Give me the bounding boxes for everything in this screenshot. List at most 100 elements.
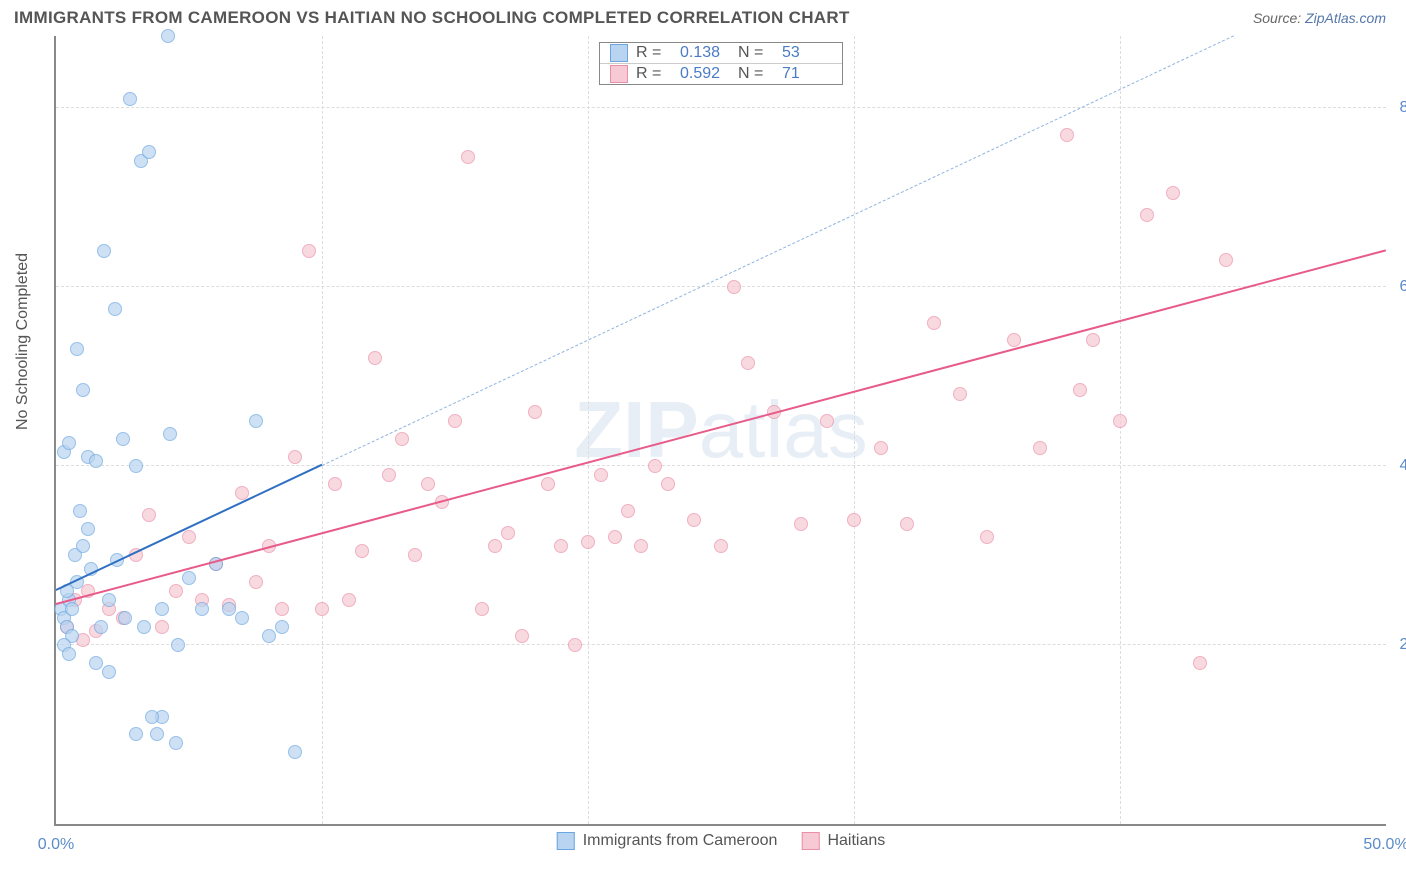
scatter-point-cameroon bbox=[169, 736, 183, 750]
scatter-point-cameroon bbox=[116, 432, 130, 446]
n-value-haitians: 71 bbox=[782, 65, 832, 83]
swatch-cameroon-icon bbox=[557, 832, 575, 850]
scatter-point-cameroon bbox=[62, 436, 76, 450]
scatter-point-haitians bbox=[315, 602, 329, 616]
series-legend: Immigrants from Cameroon Haitians bbox=[557, 832, 886, 850]
scatter-point-haitians bbox=[1166, 186, 1180, 200]
scatter-point-cameroon bbox=[142, 145, 156, 159]
r-label: R = bbox=[636, 65, 672, 83]
scatter-point-cameroon bbox=[155, 602, 169, 616]
gridline-v bbox=[322, 36, 323, 824]
scatter-point-haitians bbox=[608, 530, 622, 544]
scatter-point-haitians bbox=[741, 356, 755, 370]
scatter-point-cameroon bbox=[89, 656, 103, 670]
scatter-point-cameroon bbox=[97, 244, 111, 258]
scatter-point-cameroon bbox=[102, 593, 116, 607]
gridline-v bbox=[854, 36, 855, 824]
scatter-point-haitians bbox=[874, 441, 888, 455]
scatter-point-haitians bbox=[355, 544, 369, 558]
scatter-point-cameroon bbox=[81, 522, 95, 536]
scatter-point-haitians bbox=[847, 513, 861, 527]
scatter-point-haitians bbox=[541, 477, 555, 491]
scatter-point-cameroon bbox=[73, 504, 87, 518]
n-value-cameroon: 53 bbox=[782, 44, 832, 62]
y-axis-label: No Schooling Completed bbox=[14, 253, 32, 430]
scatter-point-haitians bbox=[1086, 333, 1100, 347]
legend-label-cameroon: Immigrants from Cameroon bbox=[583, 832, 778, 850]
scatter-point-haitians bbox=[288, 450, 302, 464]
legend-item-haitians: Haitians bbox=[801, 832, 885, 850]
chart-plot-area: ZIPatlas R = 0.138 N = 53 R = 0.592 N = … bbox=[54, 36, 1386, 826]
gridline-h bbox=[56, 286, 1386, 287]
scatter-point-cameroon bbox=[150, 727, 164, 741]
scatter-point-cameroon bbox=[182, 571, 196, 585]
stats-row-cameroon: R = 0.138 N = 53 bbox=[600, 43, 842, 63]
scatter-point-haitians bbox=[727, 280, 741, 294]
legend-item-cameroon: Immigrants from Cameroon bbox=[557, 832, 778, 850]
scatter-point-haitians bbox=[1140, 208, 1154, 222]
stats-legend-box: R = 0.138 N = 53 R = 0.592 N = 71 bbox=[599, 42, 843, 85]
scatter-point-cameroon bbox=[195, 602, 209, 616]
scatter-point-haitians bbox=[488, 539, 502, 553]
scatter-point-haitians bbox=[249, 575, 263, 589]
scatter-point-haitians bbox=[448, 414, 462, 428]
trendline-cameroon-dashed bbox=[322, 35, 1234, 466]
scatter-point-cameroon bbox=[249, 414, 263, 428]
scatter-point-haitians bbox=[927, 316, 941, 330]
y-tick-label: 8.0% bbox=[1400, 99, 1406, 117]
scatter-point-haitians bbox=[395, 432, 409, 446]
scatter-point-haitians bbox=[900, 517, 914, 531]
scatter-point-haitians bbox=[182, 530, 196, 544]
gridline-h bbox=[56, 107, 1386, 108]
stats-row-haitians: R = 0.592 N = 71 bbox=[600, 63, 842, 84]
scatter-point-cameroon bbox=[262, 629, 276, 643]
scatter-point-haitians bbox=[302, 244, 316, 258]
scatter-point-cameroon bbox=[62, 647, 76, 661]
scatter-point-cameroon bbox=[70, 342, 84, 356]
scatter-point-cameroon bbox=[145, 710, 159, 724]
scatter-point-haitians bbox=[275, 602, 289, 616]
scatter-point-cameroon bbox=[123, 92, 137, 106]
scatter-point-cameroon bbox=[222, 602, 236, 616]
scatter-point-haitians bbox=[1060, 128, 1074, 142]
scatter-point-cameroon bbox=[89, 454, 103, 468]
source-link[interactable]: ZipAtlas.com bbox=[1305, 10, 1386, 26]
scatter-point-cameroon bbox=[65, 602, 79, 616]
scatter-point-haitians bbox=[687, 513, 701, 527]
scatter-point-cameroon bbox=[129, 459, 143, 473]
scatter-point-haitians bbox=[368, 351, 382, 365]
x-tick-label: 0.0% bbox=[38, 836, 74, 854]
r-value-cameroon: 0.138 bbox=[680, 44, 730, 62]
n-label: N = bbox=[738, 44, 774, 62]
scatter-point-haitians bbox=[1193, 656, 1207, 670]
scatter-point-haitians bbox=[634, 539, 648, 553]
scatter-point-haitians bbox=[155, 620, 169, 634]
scatter-point-cameroon bbox=[76, 383, 90, 397]
scatter-point-haitians bbox=[169, 584, 183, 598]
x-tick-label: 50.0% bbox=[1363, 836, 1406, 854]
scatter-point-haitians bbox=[342, 593, 356, 607]
scatter-point-haitians bbox=[408, 548, 422, 562]
gridline-v bbox=[588, 36, 589, 824]
scatter-point-haitians bbox=[1073, 383, 1087, 397]
scatter-point-haitians bbox=[461, 150, 475, 164]
n-label: N = bbox=[738, 65, 774, 83]
scatter-point-haitians bbox=[820, 414, 834, 428]
scatter-point-haitians bbox=[528, 405, 542, 419]
scatter-point-cameroon bbox=[108, 302, 122, 316]
scatter-point-cameroon bbox=[129, 727, 143, 741]
legend-label-haitians: Haitians bbox=[827, 832, 885, 850]
scatter-point-cameroon bbox=[163, 427, 177, 441]
scatter-point-cameroon bbox=[118, 611, 132, 625]
scatter-point-cameroon bbox=[235, 611, 249, 625]
y-tick-label: 2.0% bbox=[1400, 636, 1406, 654]
scatter-point-cameroon bbox=[76, 539, 90, 553]
scatter-point-haitians bbox=[475, 602, 489, 616]
scatter-point-haitians bbox=[621, 504, 635, 518]
scatter-point-cameroon bbox=[275, 620, 289, 634]
scatter-point-haitians bbox=[554, 539, 568, 553]
scatter-point-haitians bbox=[501, 526, 515, 540]
swatch-haitians-icon bbox=[801, 832, 819, 850]
scatter-point-haitians bbox=[142, 508, 156, 522]
scatter-point-haitians bbox=[515, 629, 529, 643]
